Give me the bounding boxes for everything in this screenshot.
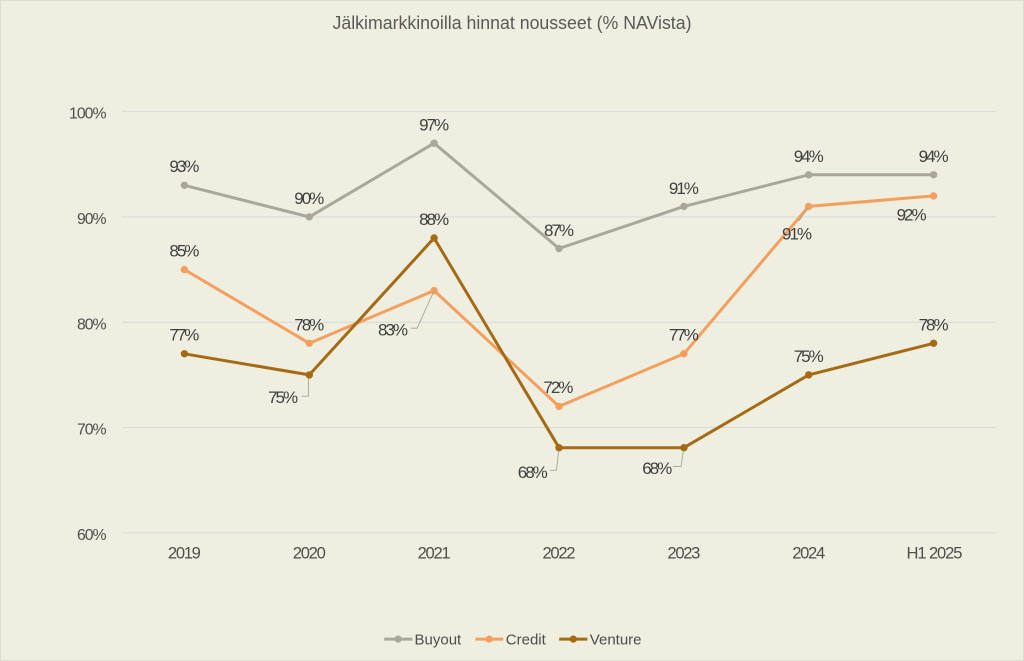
svg-text:87%: 87% (544, 221, 574, 240)
svg-text:90%: 90% (77, 211, 107, 228)
svg-text:Buyout: Buyout (415, 631, 463, 648)
svg-text:2020: 2020 (293, 543, 326, 562)
svg-text:Jälkimarkkinoilla hinnat nouss: Jälkimarkkinoilla hinnat nousseet (% NAV… (333, 12, 692, 33)
svg-text:100%: 100% (69, 106, 107, 123)
svg-text:77%: 77% (169, 326, 199, 345)
svg-text:92%: 92% (897, 206, 927, 225)
svg-text:72%: 72% (543, 378, 573, 397)
svg-text:75%: 75% (794, 347, 824, 366)
svg-text:H1 2025: H1 2025 (907, 543, 963, 562)
svg-text:90%: 90% (294, 189, 324, 208)
svg-text:93%: 93% (169, 157, 199, 176)
svg-text:88%: 88% (419, 210, 449, 229)
svg-text:2021: 2021 (418, 543, 451, 562)
svg-text:2022: 2022 (543, 543, 576, 562)
svg-text:68%: 68% (518, 463, 548, 482)
svg-text:78%: 78% (919, 315, 949, 334)
svg-text:Venture: Venture (590, 631, 642, 648)
svg-text:94%: 94% (794, 147, 824, 166)
svg-text:91%: 91% (782, 225, 812, 244)
svg-text:2019: 2019 (168, 543, 201, 562)
svg-text:91%: 91% (669, 179, 699, 198)
svg-text:75%: 75% (268, 388, 298, 407)
svg-text:2023: 2023 (667, 543, 700, 562)
svg-text:85%: 85% (169, 242, 199, 261)
svg-text:77%: 77% (669, 326, 699, 345)
svg-text:2024: 2024 (792, 543, 825, 562)
svg-text:Credit: Credit (506, 631, 547, 648)
svg-text:78%: 78% (294, 315, 324, 334)
svg-text:68%: 68% (642, 459, 672, 478)
svg-text:94%: 94% (919, 147, 949, 166)
svg-text:83%: 83% (378, 321, 408, 340)
svg-text:97%: 97% (419, 116, 449, 135)
svg-text:70%: 70% (77, 422, 107, 439)
svg-text:80%: 80% (77, 316, 107, 333)
svg-text:60%: 60% (77, 527, 107, 544)
